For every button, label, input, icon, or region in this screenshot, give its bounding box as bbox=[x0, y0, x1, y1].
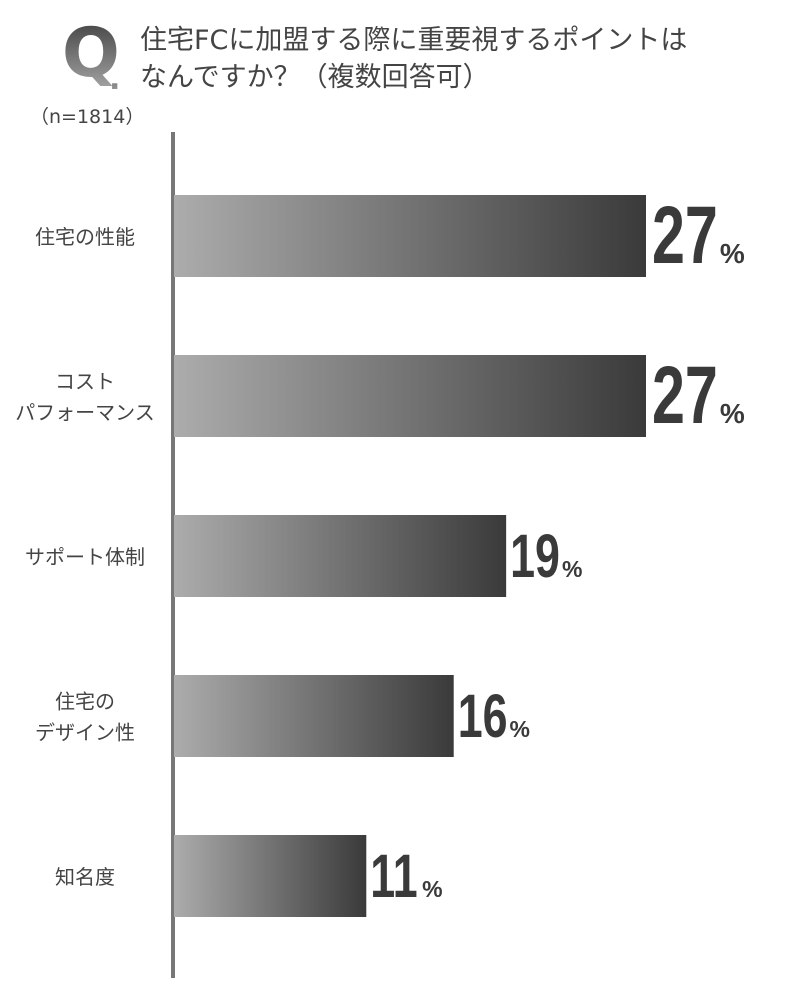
category-label-1: 住宅の性能 bbox=[35, 225, 135, 249]
category-label-5: 知名度 bbox=[55, 865, 115, 889]
title-line-2: なんですか？（複数回答可） bbox=[140, 62, 490, 93]
bar-3 bbox=[174, 515, 507, 597]
chart-title: 住宅FCに加盟する際に重要視するポイントは なんですか？（複数回答可） bbox=[140, 22, 687, 96]
value-label-5: 11 bbox=[370, 842, 417, 911]
value-unit-5: % bbox=[422, 876, 442, 902]
q-dot: . bbox=[109, 62, 121, 97]
value-label-3: 19 bbox=[510, 522, 560, 591]
q-letter: Q bbox=[62, 14, 120, 93]
value-label-2: 27 bbox=[652, 351, 718, 441]
value-unit-1: % bbox=[720, 238, 745, 269]
category-label-2-line-2: パフォーマンス bbox=[15, 401, 155, 425]
category-label-4-line-1: 住宅の bbox=[55, 690, 115, 714]
title-line-1: 住宅FCに加盟する際に重要視するポイントは bbox=[140, 25, 688, 56]
value-label-4: 16 bbox=[458, 682, 508, 751]
bar-4 bbox=[174, 675, 454, 757]
bar-1 bbox=[174, 195, 646, 277]
value-unit-4: % bbox=[510, 716, 530, 742]
value-unit-3: % bbox=[562, 556, 582, 582]
category-label-2-line-1: コスト bbox=[55, 370, 115, 394]
question-mark-logo: Q . bbox=[62, 14, 134, 97]
bar-2 bbox=[174, 355, 646, 437]
sample-size: （n=1814） bbox=[30, 106, 145, 128]
category-label-4-line-2: デザイン性 bbox=[35, 721, 135, 745]
value-unit-2: % bbox=[720, 398, 745, 429]
category-label-3: サポート体制 bbox=[25, 545, 145, 569]
bar-5 bbox=[174, 835, 367, 917]
value-label-1: 27 bbox=[652, 191, 718, 281]
